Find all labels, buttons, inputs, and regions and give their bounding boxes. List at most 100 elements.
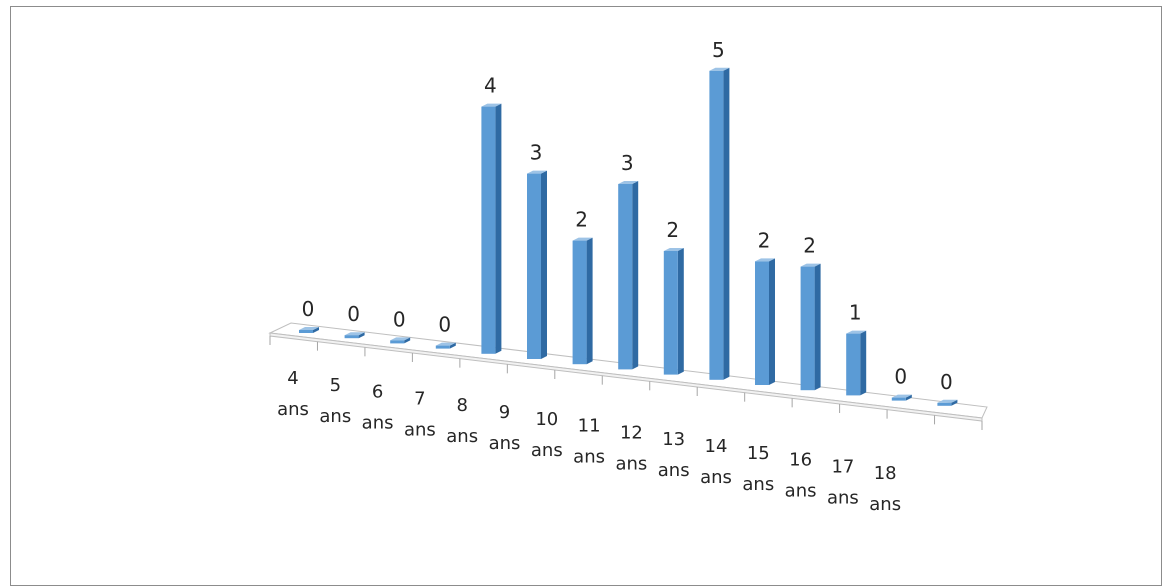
bar-top bbox=[755, 258, 775, 262]
bar-front bbox=[891, 397, 906, 401]
bar-front bbox=[709, 70, 724, 380]
bar-top bbox=[846, 330, 867, 334]
category-label-number: 18 bbox=[874, 463, 897, 484]
bar-side bbox=[814, 263, 821, 391]
category-label-unit: ans bbox=[446, 426, 478, 447]
category-label-unit: ans bbox=[404, 419, 436, 440]
category-labels: 4 ans 5 ans 6 ans 7 ans 8 ans 9 ans 10 ans 11 ans 12 ans 1… bbox=[277, 368, 901, 515]
bar-top bbox=[709, 67, 730, 71]
bar bbox=[299, 327, 319, 333]
bar bbox=[344, 332, 365, 339]
bar-top bbox=[663, 248, 684, 251]
bar bbox=[800, 263, 821, 391]
bar-front bbox=[527, 173, 541, 359]
category-label-unit: ans bbox=[531, 440, 563, 461]
bar-front bbox=[481, 106, 496, 354]
bar-top bbox=[891, 394, 912, 398]
category-label-unit: ans bbox=[785, 481, 817, 502]
bar-top bbox=[937, 399, 958, 403]
category-label-unit: ans bbox=[658, 460, 690, 481]
bars bbox=[299, 67, 958, 406]
category-label-unit: ans bbox=[742, 474, 774, 495]
bar-side bbox=[449, 342, 456, 349]
bar-front bbox=[299, 330, 313, 333]
data-label: 5 bbox=[712, 38, 725, 62]
bar bbox=[390, 337, 411, 344]
category-label-number: 11 bbox=[578, 416, 601, 437]
bar-front bbox=[344, 335, 359, 339]
category-label-unit: ans bbox=[489, 433, 521, 454]
category-label-number: 14 bbox=[705, 436, 728, 457]
bar bbox=[435, 342, 456, 349]
bar bbox=[709, 67, 730, 380]
bar-side bbox=[586, 237, 593, 365]
bar-top bbox=[481, 103, 502, 107]
data-label: 1 bbox=[849, 301, 862, 325]
bar-side bbox=[404, 337, 411, 344]
category-label-number: 12 bbox=[620, 422, 643, 443]
bar-side bbox=[905, 394, 912, 401]
category-label-number: 10 bbox=[535, 409, 558, 430]
bar bbox=[891, 394, 912, 401]
bar-top bbox=[800, 263, 821, 267]
category-label-number: 15 bbox=[747, 443, 770, 464]
bar-front bbox=[800, 266, 815, 391]
category-label-unit: ans bbox=[700, 467, 732, 488]
bar-front bbox=[618, 184, 633, 370]
category-label-number: 4 bbox=[287, 368, 298, 389]
bar-top bbox=[435, 342, 456, 346]
data-label: 3 bbox=[621, 151, 634, 175]
bar-side bbox=[541, 170, 547, 359]
bar-side bbox=[769, 258, 775, 385]
bar-top bbox=[390, 337, 411, 341]
category-label-number: 5 bbox=[330, 375, 341, 396]
bar-front bbox=[846, 333, 861, 396]
category-label-unit: ans bbox=[319, 406, 351, 427]
bar-side bbox=[495, 103, 502, 354]
bar-front bbox=[755, 261, 769, 385]
data-labels: 0 0 0 0 4 3 2 3 2 5 2 2 1 0 0 bbox=[302, 38, 953, 394]
data-label: 2 bbox=[803, 234, 816, 258]
bar-front bbox=[435, 345, 450, 349]
category-label-number: 13 bbox=[662, 429, 685, 450]
data-label: 2 bbox=[575, 208, 588, 232]
data-label: 4 bbox=[484, 74, 497, 98]
bar bbox=[618, 181, 639, 370]
bar-top bbox=[344, 332, 365, 336]
data-label: 0 bbox=[940, 370, 953, 394]
bar-side bbox=[677, 248, 684, 375]
bar-side bbox=[860, 330, 867, 396]
bar-side bbox=[723, 67, 730, 380]
bar-side bbox=[358, 332, 365, 339]
bar-front bbox=[937, 402, 952, 406]
category-label-number: 17 bbox=[831, 456, 854, 477]
bar-front bbox=[663, 251, 678, 375]
category-label-unit: ans bbox=[573, 447, 605, 468]
data-label: 0 bbox=[347, 302, 360, 326]
data-label: 0 bbox=[393, 307, 406, 331]
category-label-number: 9 bbox=[499, 402, 510, 423]
category-label-number: 16 bbox=[789, 450, 812, 471]
bar-top bbox=[618, 181, 639, 184]
bar-top bbox=[572, 237, 593, 241]
category-label-unit: ans bbox=[827, 487, 859, 508]
data-label: 0 bbox=[438, 313, 451, 337]
data-label: 2 bbox=[758, 228, 771, 252]
category-label-unit: ans bbox=[615, 453, 647, 474]
bar-side bbox=[951, 399, 958, 406]
category-label-number: 8 bbox=[456, 395, 467, 416]
bar-front bbox=[572, 240, 587, 365]
bar-side bbox=[632, 181, 639, 370]
bar bbox=[755, 258, 775, 385]
bar bbox=[663, 248, 684, 375]
category-label-unit: ans bbox=[362, 413, 394, 434]
data-label: 2 bbox=[666, 218, 679, 242]
category-label-unit: ans bbox=[869, 494, 901, 515]
bar-top bbox=[299, 327, 319, 330]
bar-side bbox=[313, 327, 319, 333]
data-label: 0 bbox=[894, 365, 907, 389]
bar bbox=[937, 399, 958, 406]
bar-top bbox=[527, 170, 547, 174]
category-label-number: 6 bbox=[372, 382, 383, 403]
